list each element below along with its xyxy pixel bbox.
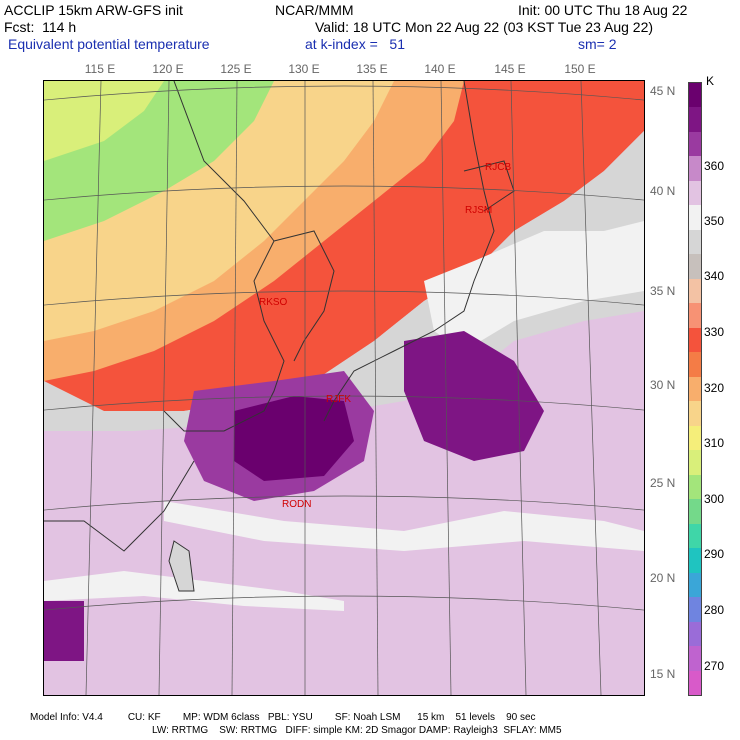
colorbar-segment	[689, 83, 701, 108]
equivalent-potential-temperature-field	[44, 81, 644, 695]
colorbar	[688, 82, 702, 696]
colorbar-segment	[689, 303, 701, 329]
colorbar-segment	[689, 425, 701, 451]
station-rjfk: RJFK	[326, 394, 351, 405]
colorbar-tick: 300	[704, 492, 725, 506]
station-rjcb: RJCB	[485, 162, 512, 173]
colorbar-segment	[689, 548, 701, 574]
valid-time: Valid: 18 UTC Mon 22 Aug 22 (03 KST Tue …	[315, 19, 654, 35]
lon-label: 140 E	[424, 62, 456, 76]
colorbar-segment	[689, 131, 701, 157]
colorbar-segment	[689, 352, 701, 378]
level-label: at k-index = 51	[305, 36, 406, 52]
colorbar-tick: 310	[704, 436, 725, 450]
colorbar-segment	[689, 646, 701, 671]
lat-label: 15 N	[650, 667, 676, 681]
colorbar-tick: 280	[704, 603, 725, 617]
colorbar-tick: 270	[704, 659, 725, 673]
forecast-hour: Fcst: 114 h	[4, 19, 77, 35]
station-rodn: RODN	[282, 499, 312, 510]
colorbar-tick: 340	[704, 269, 725, 283]
station-rjsm: RJSM	[465, 205, 493, 216]
map-panel: RJCB RJSM RKSO RJFK RODN	[43, 80, 645, 696]
colorbar-segment	[689, 205, 701, 231]
colorbar-segment	[689, 180, 701, 206]
lat-label: 20 N	[650, 571, 676, 585]
colorbar-segment	[689, 499, 701, 525]
lon-label: 135 E	[356, 62, 388, 76]
colorbar-tick: 360	[704, 159, 725, 173]
lon-label: 130 E	[288, 62, 320, 76]
lon-label: 150 E	[564, 62, 596, 76]
smoothing-label: sm= 2	[578, 36, 617, 52]
colorbar-segment	[689, 401, 701, 427]
org-label: NCAR/MMM	[275, 2, 354, 18]
lon-label: 115 E	[84, 62, 116, 76]
init-time: Init: 00 UTC Thu 18 Aug 22	[518, 2, 688, 18]
colorbar-segment	[689, 597, 701, 623]
colorbar-segment	[689, 450, 701, 476]
lon-label: 145 E	[494, 62, 526, 76]
colorbar-segment	[689, 572, 701, 598]
colorbar-segment	[689, 327, 701, 353]
lon-label: 125 E	[220, 62, 252, 76]
colorbar-segment	[689, 254, 701, 280]
field-name: Equivalent potential temperature	[8, 36, 210, 52]
colorbar-tick: 320	[704, 381, 725, 395]
lat-label: 45 N	[650, 84, 676, 98]
colorbar-segment	[689, 229, 701, 255]
colorbar-segment	[689, 523, 701, 549]
colorbar-segment	[689, 621, 701, 647]
colorbar-segment	[689, 278, 701, 304]
colorbar-unit: K	[706, 74, 715, 88]
lat-label: 25 N	[650, 476, 676, 490]
lat-label: 35 N	[650, 284, 676, 298]
colorbar-segment	[689, 376, 701, 402]
station-rkso: RKSO	[259, 297, 288, 308]
colorbar-tick: 290	[704, 547, 725, 561]
lon-label: 120 E	[152, 62, 184, 76]
lat-label: 40 N	[650, 184, 676, 198]
colorbar-segment	[689, 474, 701, 500]
colorbar-segment	[689, 107, 701, 133]
colorbar-segment	[689, 670, 701, 696]
model-info-line1: Model Info: V4.4 CU: KF MP: WDM 6class P…	[30, 712, 536, 723]
colorbar-segment	[689, 156, 701, 182]
model-title: ACCLIP 15km ARW-GFS init	[4, 2, 183, 18]
colorbar-tick: 350	[704, 214, 725, 228]
lat-label: 30 N	[650, 378, 676, 392]
colorbar-tick: 330	[704, 325, 725, 339]
model-info-line2: LW: RRTMG SW: RRTMG DIFF: simple KM: 2D …	[152, 725, 562, 736]
